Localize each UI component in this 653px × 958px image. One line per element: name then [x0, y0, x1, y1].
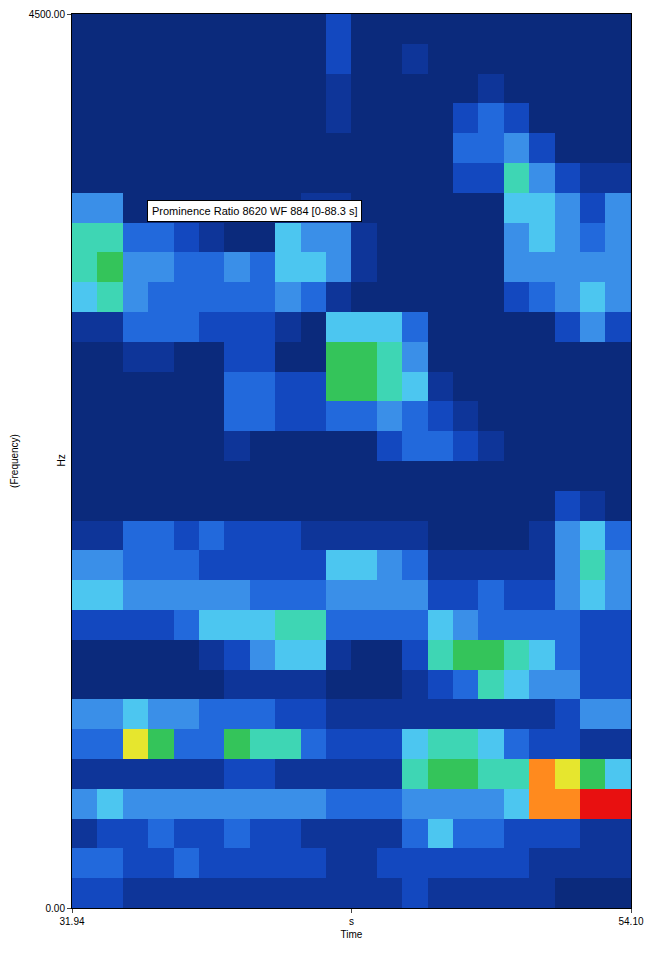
- svg-text:(Frequency): (Frequency): [9, 434, 20, 488]
- svg-text:Hz: Hz: [56, 454, 67, 466]
- svg-text:4500.00: 4500.00: [29, 9, 66, 20]
- svg-text:54.10: 54.10: [618, 916, 643, 927]
- svg-text:31.94: 31.94: [59, 916, 84, 927]
- svg-text:Prominence Ratio 8620 WF 884 [: Prominence Ratio 8620 WF 884 [0-88.3 s]: [152, 205, 357, 217]
- svg-text:0.00: 0.00: [46, 903, 66, 914]
- svg-text:Time: Time: [341, 929, 363, 940]
- svg-text:s: s: [349, 916, 354, 927]
